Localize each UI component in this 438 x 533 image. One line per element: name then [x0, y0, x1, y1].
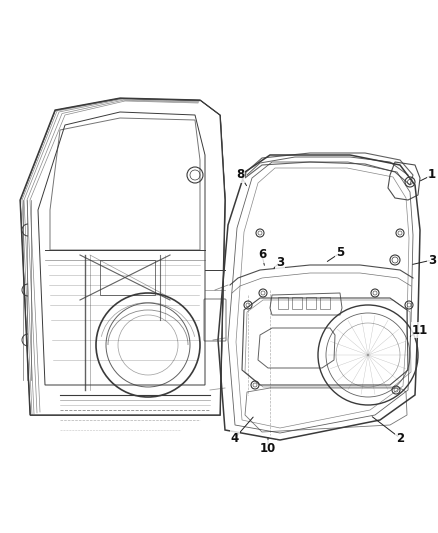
Text: 3: 3	[276, 255, 284, 269]
Text: 6: 6	[258, 248, 266, 262]
Text: 4: 4	[231, 432, 239, 445]
Bar	[320, 297, 330, 309]
Text: 8: 8	[236, 168, 244, 182]
Bar	[100, 260, 155, 295]
Bar	[292, 297, 302, 309]
Text: 1: 1	[428, 168, 436, 182]
Text: 10: 10	[260, 441, 276, 455]
Bar	[306, 297, 316, 309]
Text: 3: 3	[428, 254, 436, 266]
Text: 5: 5	[336, 246, 344, 260]
Text: 11: 11	[412, 324, 428, 336]
Bar	[278, 297, 288, 309]
Text: 2: 2	[396, 432, 404, 445]
